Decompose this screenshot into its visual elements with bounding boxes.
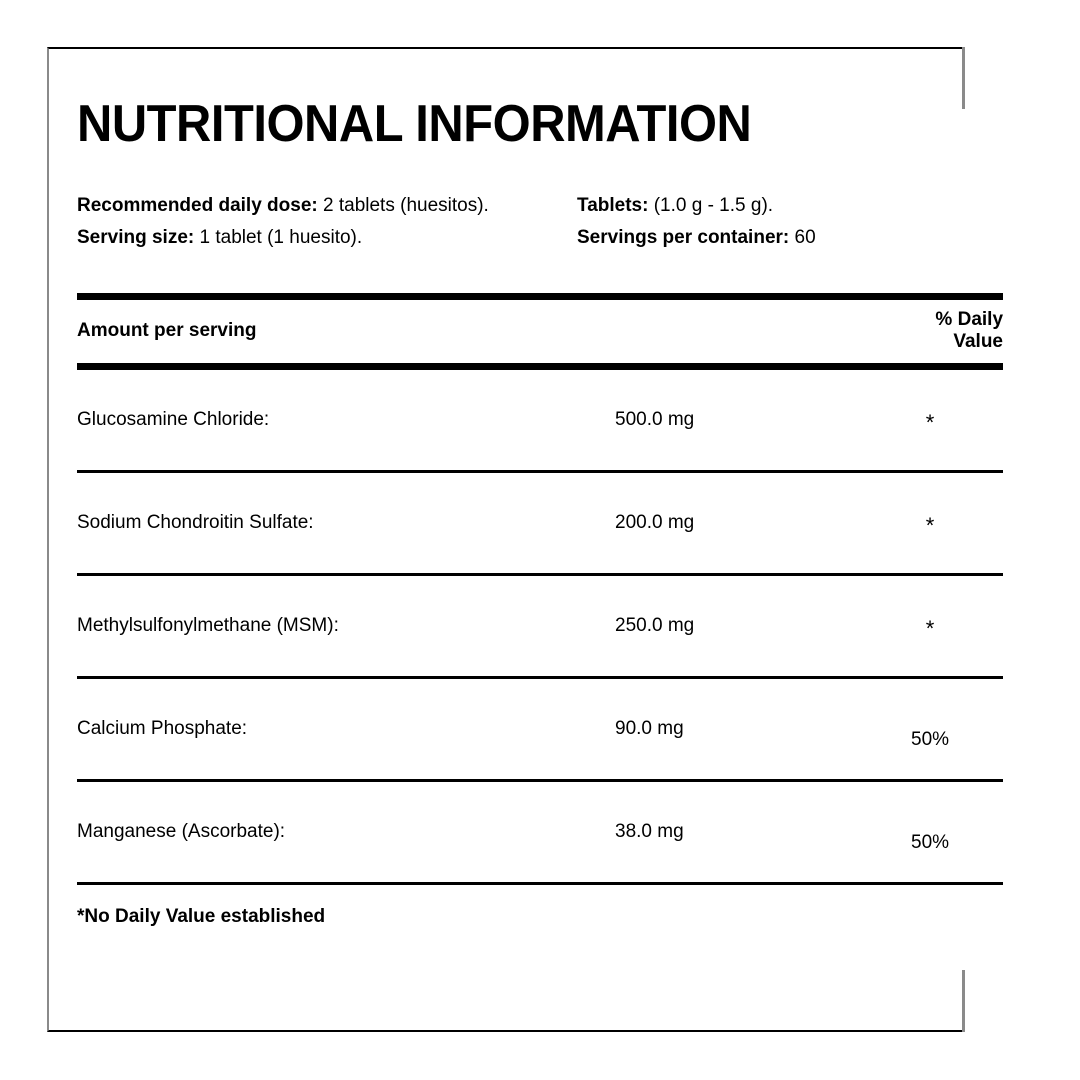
label-frame bbox=[47, 47, 965, 1032]
frame-corner-stub-bottom-right bbox=[962, 970, 965, 1032]
table-body: Glucosamine Chloride: 500.0 mg * Sodium … bbox=[77, 366, 1004, 884]
no-daily-value-asterisk: * bbox=[925, 409, 935, 435]
nutrient-amount: 250.0 mg bbox=[615, 614, 695, 636]
nutrient-amount: 38.0 mg bbox=[615, 820, 684, 842]
daily-value-footnote: *No Daily Value established bbox=[77, 905, 326, 927]
nutrient-daily-value: 50% bbox=[885, 780, 1003, 883]
nutrient-name: Methylsulfonylmethane (MSM): bbox=[77, 614, 339, 636]
tablets-value: (1.0 g - 1.5 g). bbox=[648, 194, 774, 216]
recommended-daily-dose-label: Recommended daily dose: bbox=[77, 194, 318, 216]
serving-size-line: Serving size: 1 tablet (1 huesito). bbox=[77, 222, 577, 254]
nutrition-facts-table: Amount per serving % Daily Value Glucosa… bbox=[77, 293, 1004, 885]
recommended-daily-dose-value: 2 tablets (huesitos). bbox=[317, 194, 489, 216]
nutrient-name: Glucosamine Chloride: bbox=[77, 408, 270, 430]
serving-info-right-column: Tablets: (1.0 g - 1.5 g). Servings per c… bbox=[577, 190, 816, 254]
table-row: Sodium Chondroitin Sulfate: 200.0 mg * bbox=[77, 471, 1004, 575]
serving-info: Recommended daily dose: 2 tablets (huesi… bbox=[77, 190, 1003, 254]
servings-per-container-value: 60 bbox=[789, 226, 816, 248]
column-header-daily-value: % Daily Value bbox=[935, 308, 1004, 352]
no-daily-value-asterisk: * bbox=[925, 615, 935, 641]
daily-value-percent: 50% bbox=[911, 831, 950, 853]
page-title: NUTRITIONAL INFORMATION bbox=[77, 95, 752, 153]
nutrient-daily-value: * bbox=[885, 471, 1003, 574]
serving-size-value: 1 tablet (1 huesito). bbox=[194, 226, 363, 248]
label-content: NUTRITIONAL INFORMATION Recommended dail… bbox=[77, 47, 1004, 928]
nutrient-amount: 200.0 mg bbox=[615, 511, 695, 533]
recommended-daily-dose-line: Recommended daily dose: 2 tablets (huesi… bbox=[77, 190, 577, 222]
serving-info-left-column: Recommended daily dose: 2 tablets (huesi… bbox=[77, 190, 577, 254]
nutrient-daily-value: 50% bbox=[885, 677, 1003, 780]
nutrient-daily-value: * bbox=[885, 366, 1003, 471]
column-header-amount-per-serving: Amount per serving bbox=[77, 319, 257, 341]
tablets-line: Tablets: (1.0 g - 1.5 g). bbox=[577, 190, 816, 222]
daily-value-percent: 50% bbox=[911, 728, 950, 750]
serving-size-label: Serving size: bbox=[77, 226, 195, 248]
nutrient-amount: 90.0 mg bbox=[615, 717, 684, 739]
table-row: Calcium Phosphate: 90.0 mg 50% bbox=[77, 677, 1004, 781]
table-row: Manganese (Ascorbate): 38.0 mg 50% bbox=[77, 780, 1004, 884]
nutrient-name: Manganese (Ascorbate): bbox=[77, 820, 286, 842]
tablets-label: Tablets: bbox=[577, 194, 649, 216]
nutrient-amount: 500.0 mg bbox=[615, 408, 695, 430]
table-row: Glucosamine Chloride: 500.0 mg * bbox=[77, 366, 1004, 472]
nutrient-name: Calcium Phosphate: bbox=[77, 717, 248, 739]
servings-per-container-line: Servings per container: 60 bbox=[577, 222, 816, 254]
frame-corner-stub-top-right bbox=[962, 47, 965, 109]
table-row: Methylsulfonylmethane (MSM): 250.0 mg * bbox=[77, 574, 1004, 678]
servings-per-container-label: Servings per container: bbox=[577, 226, 790, 248]
no-daily-value-asterisk: * bbox=[925, 512, 935, 538]
table-header-row: Amount per serving % Daily Value bbox=[77, 296, 1004, 367]
nutrient-daily-value: * bbox=[885, 574, 1003, 677]
nutrient-name: Sodium Chondroitin Sulfate: bbox=[77, 511, 314, 533]
